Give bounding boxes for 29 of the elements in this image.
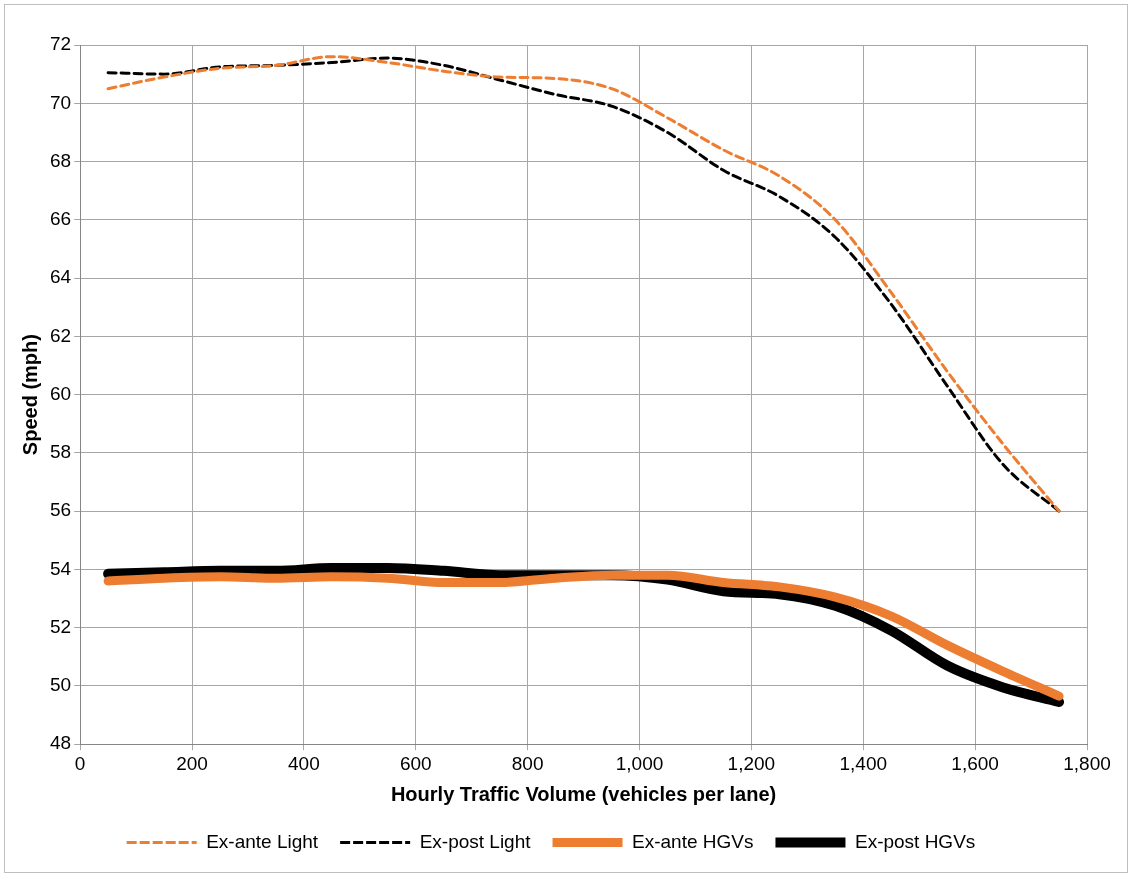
y-tick-label: 48 [49,732,72,754]
x-tick-label: 200 [176,752,208,774]
y-tick-label: 72 [49,33,72,55]
legend-label: Ex-post Light [419,830,532,852]
y-axis-title: Speed (mph) [18,334,41,456]
x-axis-title: Hourly Traffic Volume (vehicles per lane) [390,782,777,805]
x-tick-label: 800 [511,752,544,774]
y-tick-label: 64 [49,266,72,288]
x-tick-label: 1,400 [839,752,888,774]
x-tick-label: 1,800 [1063,752,1111,774]
x-tick-label: 1,600 [951,752,999,774]
legend-label: Ex-post HGVs [854,830,976,852]
legend-label: Ex-ante HGVs [632,830,754,852]
x-tick-label: 400 [288,752,320,774]
y-tick-label: 58 [49,441,72,463]
x-tick-label: 0 [74,752,86,774]
y-tick-label: 62 [49,324,72,346]
y-tick-label: 52 [49,615,72,637]
x-tick-label: 1,200 [727,752,776,774]
y-tick-label: 56 [49,499,72,521]
y-tick-label: 50 [49,674,72,696]
y-tick-label: 60 [49,382,72,404]
legend-label: Ex-ante Light [206,830,319,852]
y-tick-label: 70 [49,91,72,113]
y-tick-label: 54 [49,557,72,579]
y-tick-label: 66 [49,208,72,230]
y-tick-label: 68 [49,149,72,171]
x-tick-label: 1,000 [615,752,664,774]
x-tick-label: 600 [399,752,432,774]
